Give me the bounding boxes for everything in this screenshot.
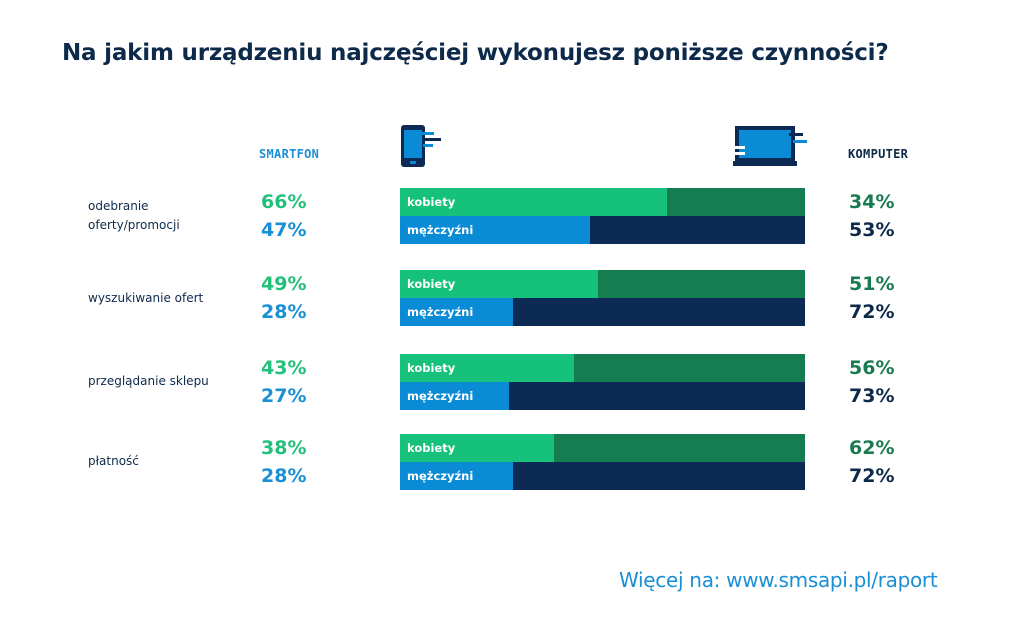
men-bar: mężczyźni [400,462,805,490]
smartphone-percent: 28% [261,465,307,487]
computer-segment [598,270,805,298]
computer-header: KOMPUTER [848,147,909,161]
smartphone-icon [401,125,441,167]
smartphone-segment [400,216,590,244]
smartphone-segment [400,382,509,410]
smartphone-percent: 28% [261,301,307,323]
smartphone-segment [400,188,667,216]
chart-title: Na jakim urządzeniu najczęściej wykonuje… [62,40,889,66]
men-bar: mężczyźni [400,298,805,326]
smartphone-percent: 27% [261,385,307,407]
category-label: przeglądanie sklepu [88,374,209,388]
series-label: mężczyźni [407,223,474,237]
smartphone-percent: 66% [261,191,307,213]
smartphone-segment [400,270,598,298]
women-bar: kobiety [400,270,805,298]
smartphone-header: SMARTFON [259,147,320,161]
category-label: płatność [88,454,139,468]
computer-segment [574,354,805,382]
computer-percent: 73% [849,385,895,407]
computer-percent: 34% [849,191,895,213]
computer-percent: 62% [849,437,895,459]
laptop-icon [733,126,807,166]
series-label: kobiety [407,441,456,455]
smartphone-percent: 38% [261,437,307,459]
series-label: kobiety [407,277,456,291]
computer-percent: 53% [849,219,895,241]
computer-percent: 72% [849,465,895,487]
computer-segment [554,434,805,462]
smartphone-percent: 49% [261,273,307,295]
computer-segment [590,216,805,244]
women-bar: kobiety [400,434,805,462]
computer-percent: 51% [849,273,895,295]
series-label: kobiety [407,361,456,375]
women-bar: kobiety [400,354,805,382]
computer-segment [513,298,805,326]
computer-segment [513,462,805,490]
series-label: mężczyźni [407,469,474,483]
category-label: odebranie oferty/promocji [88,199,180,232]
computer-segment [667,188,805,216]
men-bar: mężczyźni [400,216,805,244]
series-label: kobiety [407,195,456,209]
women-bar: kobiety [400,188,805,216]
smartphone-segment [400,354,574,382]
series-label: mężczyźni [407,305,474,319]
series-label: mężczyźni [407,389,474,403]
smartphone-segment [400,298,513,326]
smartphone-segment [400,462,513,490]
smartphone-segment [400,434,554,462]
smartphone-percent: 47% [261,219,307,241]
smartphone-percent: 43% [261,357,307,379]
category-label: wyszukiwanie ofert [88,291,204,305]
footer-link[interactable]: Więcej na: www.smsapi.pl/raport [619,568,938,592]
men-bar: mężczyźni [400,382,805,410]
computer-percent: 56% [849,357,895,379]
computer-percent: 72% [849,301,895,323]
computer-segment [509,382,805,410]
